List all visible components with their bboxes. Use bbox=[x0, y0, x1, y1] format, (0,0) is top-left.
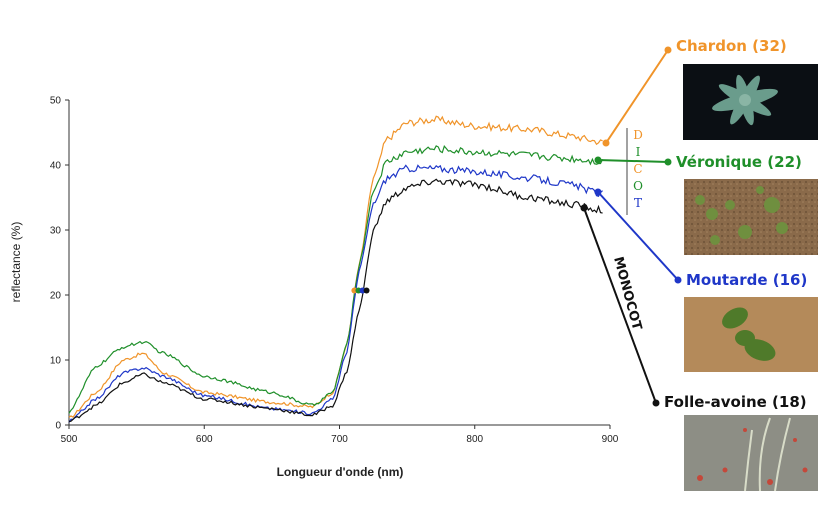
wild-oat-photo bbox=[684, 415, 818, 491]
dicot-letter: O bbox=[633, 179, 643, 193]
y-tick-label: 30 bbox=[50, 226, 62, 237]
dicot-letter: C bbox=[633, 162, 642, 176]
legend-leader-line bbox=[598, 160, 668, 162]
x-tick-label: 600 bbox=[196, 434, 213, 445]
x-axis-title: Longueur d'onde (nm) bbox=[277, 465, 404, 479]
x-tick-label: 700 bbox=[331, 434, 348, 445]
legend-leader-line bbox=[584, 208, 656, 403]
legend-leader-end-dot bbox=[665, 47, 672, 54]
mustard-seedling-photo bbox=[684, 297, 818, 372]
legend-label: Véronique (22) bbox=[676, 153, 802, 171]
speedwell-seedlings-photo bbox=[684, 179, 818, 255]
legend-leader-start-dot bbox=[581, 205, 588, 212]
legend-leader-end-dot bbox=[675, 277, 682, 284]
legend-label: Folle-avoine (18) bbox=[664, 393, 807, 411]
dicot-letter: I bbox=[636, 145, 641, 159]
y-tick-label: 50 bbox=[50, 96, 62, 107]
red-edge-markers bbox=[351, 287, 369, 293]
series-layer bbox=[69, 116, 603, 422]
x-ticks: 500 600 700 800 900 bbox=[61, 425, 619, 445]
thistle-seedling-photo bbox=[683, 64, 818, 140]
legend-label: Chardon (32) bbox=[676, 37, 787, 55]
legend-leader-start-dot bbox=[595, 189, 602, 196]
dicot-letter: D bbox=[633, 128, 643, 142]
y-axis-title: reflectance (%) bbox=[9, 222, 23, 303]
y-tick-label: 0 bbox=[55, 421, 61, 432]
y-tick-label: 20 bbox=[50, 291, 62, 302]
x-tick-label: 900 bbox=[602, 434, 619, 445]
series-line-1 bbox=[69, 116, 603, 417]
y-tick-label: 40 bbox=[50, 161, 62, 172]
legend-leader-start-dot bbox=[603, 140, 610, 147]
legend-leader-start-dot bbox=[595, 157, 602, 164]
series-line-2 bbox=[69, 146, 603, 413]
legend-leader-end-dot bbox=[653, 400, 660, 407]
dicot-letter: T bbox=[634, 196, 642, 210]
legend-leader-end-dot bbox=[665, 159, 672, 166]
y-ticks: 0 10 20 30 40 50 bbox=[50, 96, 69, 432]
legend-label: Moutarde (16) bbox=[686, 271, 807, 289]
y-tick-label: 10 bbox=[50, 356, 62, 367]
red-edge-dot bbox=[364, 287, 370, 293]
x-tick-label: 800 bbox=[466, 434, 483, 445]
x-tick-label: 500 bbox=[61, 434, 78, 445]
